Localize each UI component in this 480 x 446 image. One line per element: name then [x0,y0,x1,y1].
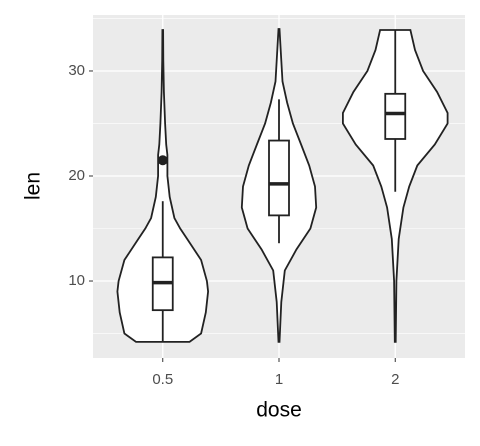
box [384,92,407,140]
y-tick-label: 10 [68,272,85,289]
x-tick-label: 0.5 [152,371,173,388]
x-tick-label: 2 [391,371,399,388]
box [268,139,290,217]
y-axis-title: len [22,172,45,200]
y-tick-label: 20 [68,167,85,184]
outlier [157,155,168,166]
y-tick-label: 30 [68,62,85,79]
violin [116,29,210,343]
x-tick-label: 1 [275,371,283,388]
x-axis-title: dose [256,399,302,422]
